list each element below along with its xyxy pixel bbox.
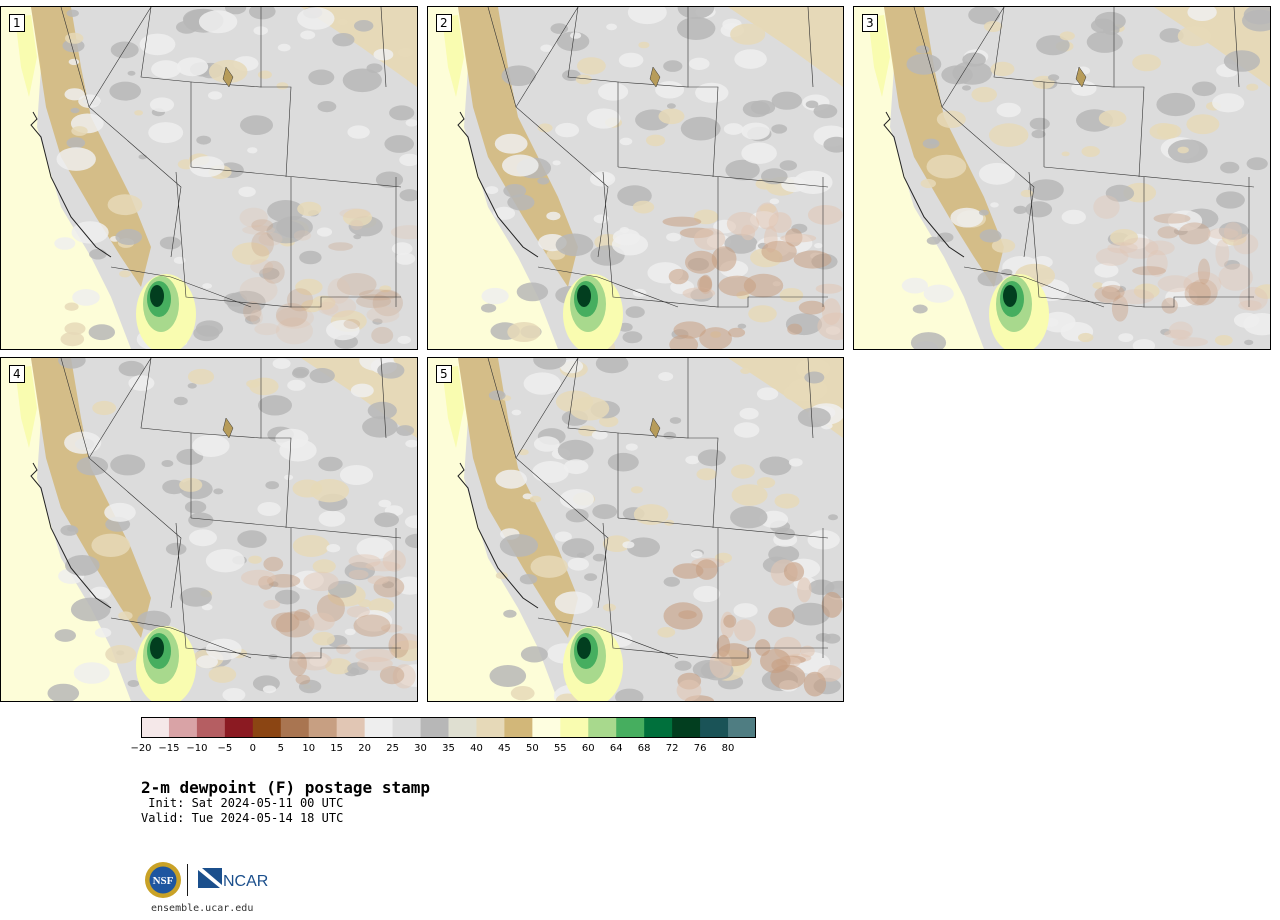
dewpoint-map [1,358,417,701]
colorbar-swatch [700,717,729,738]
colorbar-swatch [672,717,701,738]
colorbar-border [141,717,756,738]
dewpoint-map [1,7,417,349]
panel-number: 4 [9,365,25,383]
panel-number: 3 [862,14,878,32]
colorbar-swatch [196,717,226,738]
colorbar-tick-label: 68 [637,743,651,754]
map-panel-5: 5 [427,357,844,702]
colorbar-tick-label: −15 [158,743,180,754]
colorbar-swatch [476,717,505,738]
colorbar-swatch [280,717,310,738]
colorbar-tick-label: 64 [609,743,623,754]
colorbar-swatch [448,717,477,738]
colorbar-tick-label: 80 [721,743,735,754]
colorbar-swatch [560,717,589,738]
map-panel-4: 4 [0,357,418,702]
colorbar-swatch [588,717,617,738]
colorbar-tick-label: 15 [330,743,344,754]
colorbar-swatch [644,717,673,738]
nsf-logo: NSF [145,862,181,898]
colorbar-swatch [616,717,645,738]
dewpoint-map [428,358,843,701]
map-panel-3: 3 [853,6,1271,350]
colorbar-tick-label: 30 [414,743,427,754]
colorbar-tick-label: 72 [665,743,679,754]
chart-title: 2-m dewpoint (F) postage stamp [141,778,430,797]
colorbar-swatch [392,717,422,738]
colorbar-swatch [420,717,449,738]
colorbar-tick-label: 60 [581,743,595,754]
map-panel-2: 2 [427,6,844,350]
colorbar-swatch [308,717,338,738]
colorbar-tick-label: 55 [553,743,567,754]
map-panel-1: 1 [0,6,418,350]
colorbar-tick-label: 0 [249,743,256,754]
colorbar-tick-label: 20 [358,743,371,754]
logo-divider [187,864,188,896]
svg-text:NCAR: NCAR [223,873,268,890]
colorbar-tick-label: 5 [277,743,284,754]
panel-number: 1 [9,14,25,32]
init-time: Init: Sat 2024-05-11 00 UTC [141,796,344,810]
colorbar-tick-label: −5 [217,743,233,754]
colorbar-tick-label: 35 [442,743,455,754]
colorbar-swatch [728,717,756,738]
dewpoint-map [428,7,843,349]
colorbar-swatch [504,717,533,738]
valid-time: Valid: Tue 2024-05-14 18 UTC [141,811,344,825]
colorbar-tick-label: −10 [186,743,208,754]
dewpoint-map [854,7,1270,349]
colorbar-tick-label: 10 [302,743,316,754]
colorbar-tick-label: 25 [386,743,399,754]
colorbar-swatch [224,717,254,738]
colorbar-tick-label: 45 [498,743,511,754]
colorbar-swatch [252,717,282,738]
panel-number: 2 [436,14,452,32]
colorbar-swatch [141,717,170,738]
panel-number: 5 [436,365,452,383]
svg-text:NSF: NSF [153,875,174,887]
colorbar-swatch [532,717,561,738]
colorbar-swatch [168,717,198,738]
colorbar-swatch [364,717,394,738]
colorbar-tick-label: −20 [130,743,152,754]
site-url: ensemble.ucar.edu [151,903,254,914]
colorbar-tick-label: 40 [470,743,483,754]
ncar-logo: NCAR [198,868,268,890]
colorbar-tick-label: 76 [693,743,707,754]
colorbar-swatch [336,717,366,738]
colorbar-tick-label: 50 [525,743,539,754]
colorbar [141,717,756,738]
